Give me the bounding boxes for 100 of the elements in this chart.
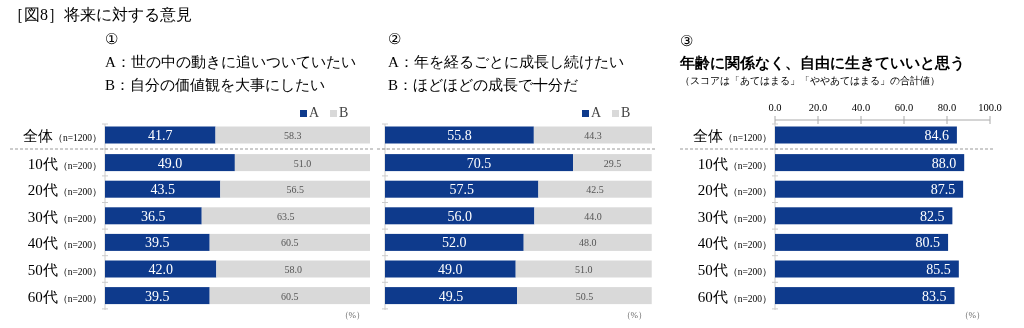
data-label: 85.5 [926, 262, 951, 277]
bar [775, 154, 965, 172]
legend-label: A [591, 105, 602, 120]
bar [105, 126, 216, 144]
bar [775, 260, 959, 278]
data-label: 29.5 [603, 157, 622, 169]
y-tick-label: 50代（n=200） [697, 262, 772, 278]
bar [209, 233, 370, 251]
data-label: 51.0 [293, 157, 312, 169]
data-label: 82.5 [919, 208, 945, 224]
bar [775, 126, 957, 144]
bar [385, 207, 535, 225]
data-label: 44.3 [584, 130, 602, 141]
bar [534, 207, 652, 225]
data-label: 49.0 [438, 262, 463, 277]
data-label: 87.5 [930, 182, 956, 198]
data-label: 56.0 [447, 208, 472, 224]
bar [385, 180, 539, 198]
bar [105, 154, 235, 172]
data-label: 43.5 [150, 182, 175, 198]
bar [775, 207, 953, 225]
chart-title: ［図8］将来に対する意見 [8, 6, 192, 23]
y-tick-label: 20代（n=200） [27, 182, 102, 199]
data-label: 49.0 [157, 155, 183, 171]
bar [201, 207, 370, 225]
data-label: 88.0 [931, 155, 957, 171]
bar [775, 233, 949, 251]
data-label: 49.5 [438, 288, 464, 304]
bar [538, 180, 652, 198]
y-tick-label: 60代（n=200） [27, 288, 102, 305]
bar [105, 233, 210, 251]
bar [385, 126, 534, 144]
data-label: 60.5 [281, 290, 299, 302]
bar [573, 154, 652, 172]
annotation: （%） [621, 310, 647, 320]
y-tick-label: 40代（n=200） [27, 235, 102, 252]
x-tick-label: 60.0 [894, 102, 914, 113]
bar [533, 126, 652, 144]
data-label: 39.5 [145, 235, 170, 251]
y-tick-label: 40代（n=200） [697, 235, 772, 252]
data-label: 52.0 [442, 235, 467, 251]
data-label: 36.5 [141, 208, 166, 224]
data-label: 56.5 [286, 184, 304, 196]
bar [517, 287, 652, 305]
bar [515, 260, 652, 278]
data-label: 48.0 [578, 237, 597, 249]
chart-subtitle: ③ 年齢に関係なく、自由に生きていいと思う [679, 33, 965, 72]
y-tick-label: 30代（n=200） [697, 208, 772, 225]
x-tick-label: 40.0 [851, 102, 871, 113]
bar [385, 233, 524, 251]
chart-subtitle: ② A：年を経るごとに成長し続けたい B：ほどほどの成長で十分だ [388, 31, 624, 93]
bar [105, 207, 202, 225]
data-label: 57.5 [449, 182, 474, 198]
data-label: 80.5 [915, 235, 941, 251]
data-label: 50.5 [575, 290, 594, 302]
bar [220, 180, 370, 198]
x-tick-label: 80.0 [937, 102, 957, 113]
y-tick-label: 10代（n=200） [27, 155, 102, 172]
data-label: 58.3 [284, 130, 302, 141]
bar [385, 287, 518, 305]
data-label: 63.5 [277, 210, 295, 222]
legend-label: B [621, 105, 631, 120]
data-label: 51.0 [574, 264, 593, 275]
x-tick-label: 0.0 [768, 102, 782, 113]
bar [385, 154, 574, 172]
x-tick-label: 20.0 [808, 102, 828, 113]
bar [775, 287, 955, 305]
bar [385, 260, 516, 278]
data-label: 84.6 [924, 128, 949, 143]
x-tick-label: 100.0 [978, 102, 1002, 113]
bar [215, 126, 370, 144]
annotation: （%） [959, 310, 985, 320]
bar [775, 180, 964, 198]
bar [216, 260, 370, 278]
bar [234, 154, 370, 172]
bar [209, 287, 370, 305]
y-tick-label: 20代（n=200） [697, 182, 772, 199]
bar [105, 287, 210, 305]
data-label: 44.0 [584, 210, 602, 222]
data-label: 58.0 [284, 264, 302, 275]
y-tick-label: 全体（n=1200） [22, 128, 102, 144]
y-tick-label: 50代（n=200） [27, 262, 102, 278]
chart-subtitle: ① A：世の中の動きに追いついていたい B：自分の価値観を大事にしたい [105, 31, 356, 93]
data-label: 55.8 [447, 128, 472, 143]
data-label: 39.5 [145, 288, 170, 304]
data-label: 42.0 [148, 262, 173, 277]
data-label: 60.5 [281, 237, 299, 249]
bar [523, 233, 652, 251]
y-tick-label: 10代（n=200） [697, 155, 772, 172]
data-label: 41.7 [148, 128, 173, 143]
y-tick-label: 60代（n=200） [697, 288, 772, 305]
data-label: 83.5 [922, 288, 947, 304]
legend-label: A [309, 105, 320, 120]
annotation: （%） [339, 310, 365, 320]
data-label: 42.5 [586, 184, 604, 196]
y-tick-label: 30代（n=200） [27, 208, 102, 225]
legend-label: B [339, 105, 349, 120]
y-tick-label: 全体（n=1200） [692, 128, 772, 144]
text: （スコアは「あてはまる」「ややあてはまる」の合計値） [680, 75, 940, 86]
data-label: 70.5 [466, 155, 492, 171]
